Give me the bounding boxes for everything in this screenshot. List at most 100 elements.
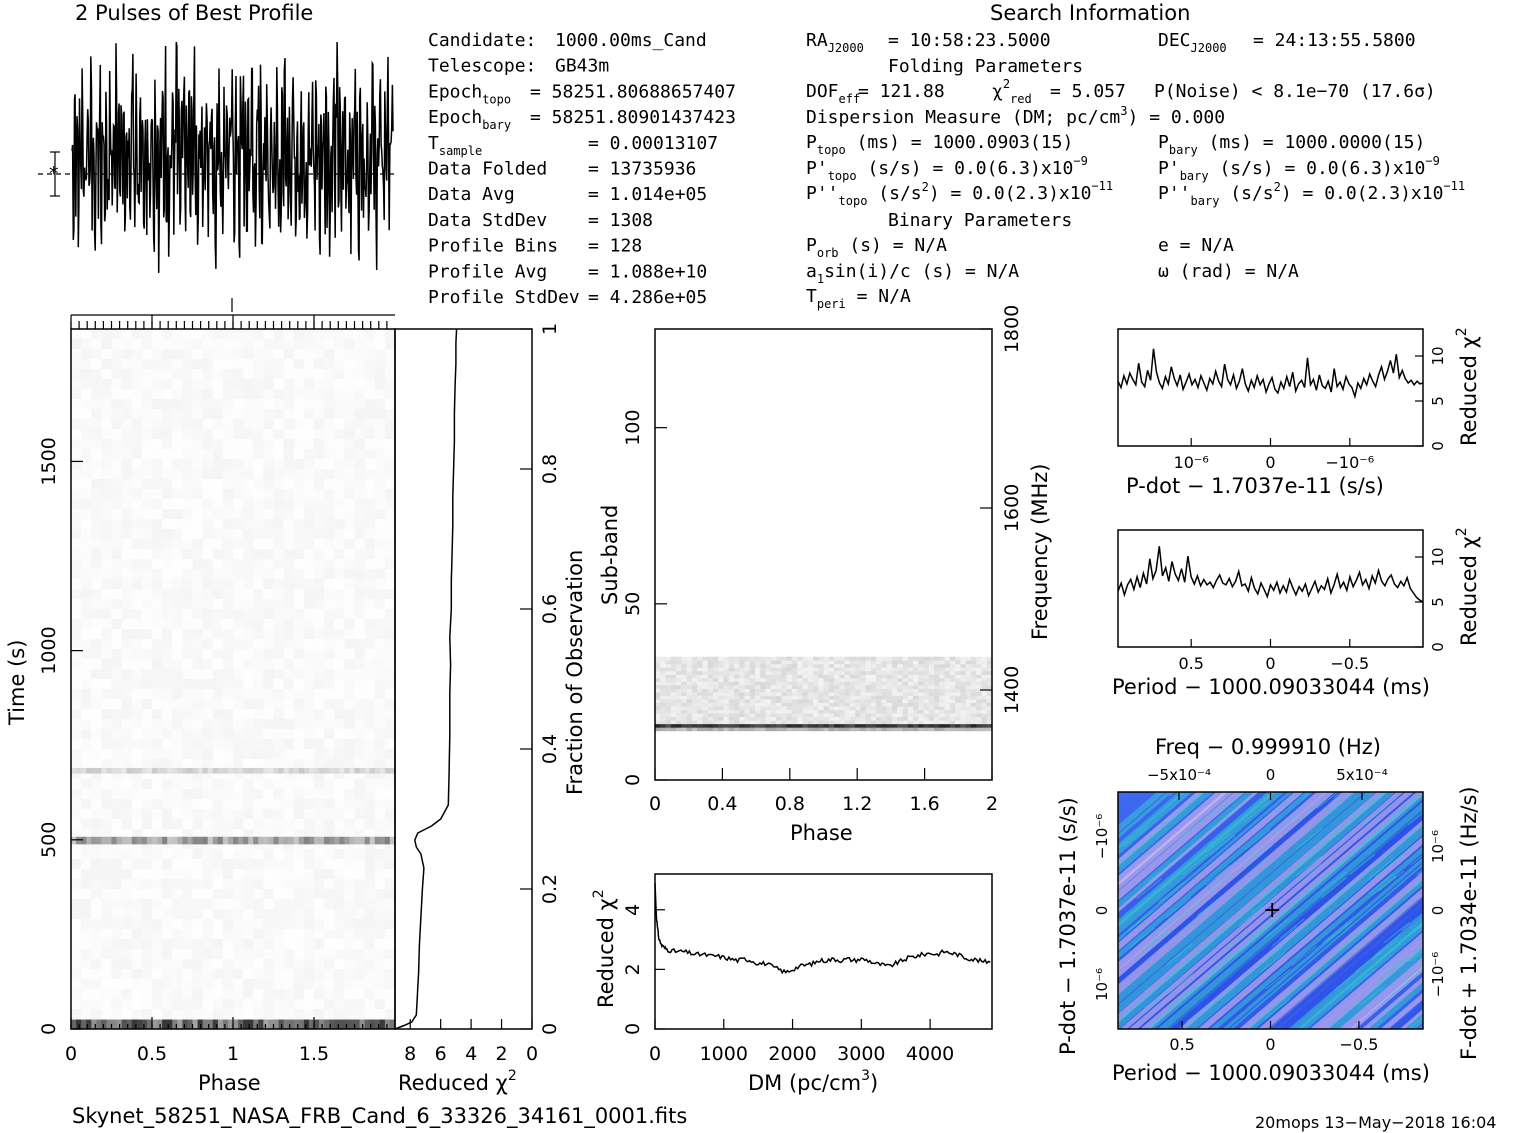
time-phase-cell — [81, 349, 92, 360]
time-phase-cell — [243, 959, 254, 970]
time-phase-cell — [212, 899, 224, 910]
subband-cell — [728, 702, 735, 707]
subband-cell — [739, 656, 746, 661]
time-phase-band-cell — [167, 1019, 173, 1029]
time-phase-cell — [344, 579, 355, 590]
time-phase-cell — [283, 509, 295, 520]
time-phase-cell — [101, 449, 112, 460]
subband-cell — [860, 656, 867, 661]
ppdot-streak — [1295, 863, 1322, 884]
time-phase-cell — [314, 719, 325, 730]
time-phase-cell — [162, 959, 173, 970]
subband-cell — [960, 691, 967, 696]
subband-cell — [702, 670, 709, 675]
subband-cell — [718, 660, 724, 665]
subband-cell — [834, 727, 840, 732]
subband-cell — [665, 663, 672, 668]
time-phase-cell — [162, 569, 173, 580]
subband-cell — [781, 727, 788, 732]
subband-cell — [786, 709, 793, 714]
subband-cell — [702, 713, 709, 718]
subband-cell — [697, 698, 703, 703]
subband-cell — [986, 681, 993, 686]
time-phase-cell — [222, 989, 234, 1000]
time-phase-cell — [263, 1009, 274, 1020]
time-phase-cell — [273, 799, 285, 810]
time-phase-cell — [152, 479, 163, 490]
time-phase-cell — [263, 409, 274, 420]
time-phase-cell — [253, 499, 264, 510]
folding-parameters-title: Folding Parameters — [888, 56, 1083, 77]
subband-cell — [913, 656, 919, 661]
time-phase-cell — [344, 689, 355, 700]
time-phase-cell — [253, 809, 264, 820]
subband-cell — [855, 702, 861, 707]
time-phase-cell — [314, 709, 325, 720]
time-phase-cell — [293, 659, 305, 670]
info-value-10: = 4.286e+05 — [588, 287, 707, 308]
time-phase-cell — [303, 649, 315, 660]
subband-cell — [807, 695, 814, 700]
time-phase-cell — [233, 789, 244, 800]
time-phase-cell — [364, 689, 376, 700]
subband-cell — [744, 720, 751, 725]
time-phase-cell — [172, 569, 183, 580]
subband-cell — [981, 691, 988, 696]
time-phase-cell — [273, 669, 285, 680]
subband-cell — [765, 698, 772, 703]
subband-cell — [986, 713, 993, 718]
subband-cell — [928, 688, 935, 693]
time-phase-cell — [324, 699, 335, 710]
time-phase-cell — [141, 389, 153, 400]
time-phase-band-cell — [389, 767, 396, 774]
time-phase-cell — [162, 939, 173, 950]
time-phase-cell — [243, 829, 254, 840]
period-chi2-trace — [1117, 546, 1424, 603]
time-phase-cell — [101, 929, 112, 940]
subband-cell — [755, 723, 761, 728]
subband-cell — [781, 720, 788, 725]
time-phase-cell — [273, 339, 285, 350]
time-phase-cell — [192, 939, 204, 950]
time-phase-cell — [344, 629, 355, 640]
time-phase-cell — [91, 779, 102, 790]
time-phase-band-cell — [293, 836, 300, 845]
time-phase-cell — [202, 659, 214, 670]
time-phase-band-cell — [268, 767, 274, 774]
time-phase-cell — [152, 799, 163, 810]
subband-cell — [828, 713, 835, 718]
subband-cell — [907, 713, 914, 718]
time-phase-cell — [202, 959, 214, 970]
subband-cell — [702, 663, 709, 668]
subband-cell — [786, 670, 793, 675]
subband-cell — [707, 663, 714, 668]
subband-cell — [934, 698, 940, 703]
time-phase-cell — [162, 829, 173, 840]
time-phase-cell — [141, 399, 153, 410]
time-phase-cell — [111, 879, 123, 890]
time-phase-cell — [364, 809, 376, 820]
subband-cell — [797, 702, 803, 707]
time-phase-cell — [91, 889, 102, 900]
subband-cell — [686, 706, 693, 711]
subband-cell — [697, 709, 703, 714]
time-phase-cell — [324, 1009, 335, 1020]
time-phase-band-cell — [212, 767, 219, 774]
time-phase-cell — [91, 689, 102, 700]
subband-cell — [913, 674, 919, 679]
subband-cell — [881, 698, 888, 703]
time-phase-band-cell — [349, 1019, 355, 1029]
time-phase-cell — [81, 809, 92, 820]
subband-cell — [913, 667, 919, 672]
time-phase-cell — [233, 959, 244, 970]
subband-cell — [760, 663, 767, 668]
time-phase-band-cell — [238, 767, 244, 774]
subband-cell — [902, 695, 909, 700]
time-phase-cell — [71, 429, 82, 440]
time-phase-cell — [141, 959, 153, 970]
time-phase-cell — [324, 829, 335, 840]
time-phase-cell — [283, 649, 295, 660]
time-phase-cell — [344, 769, 355, 780]
time-phase-cell — [233, 829, 244, 840]
time-phase-cell — [121, 379, 133, 390]
